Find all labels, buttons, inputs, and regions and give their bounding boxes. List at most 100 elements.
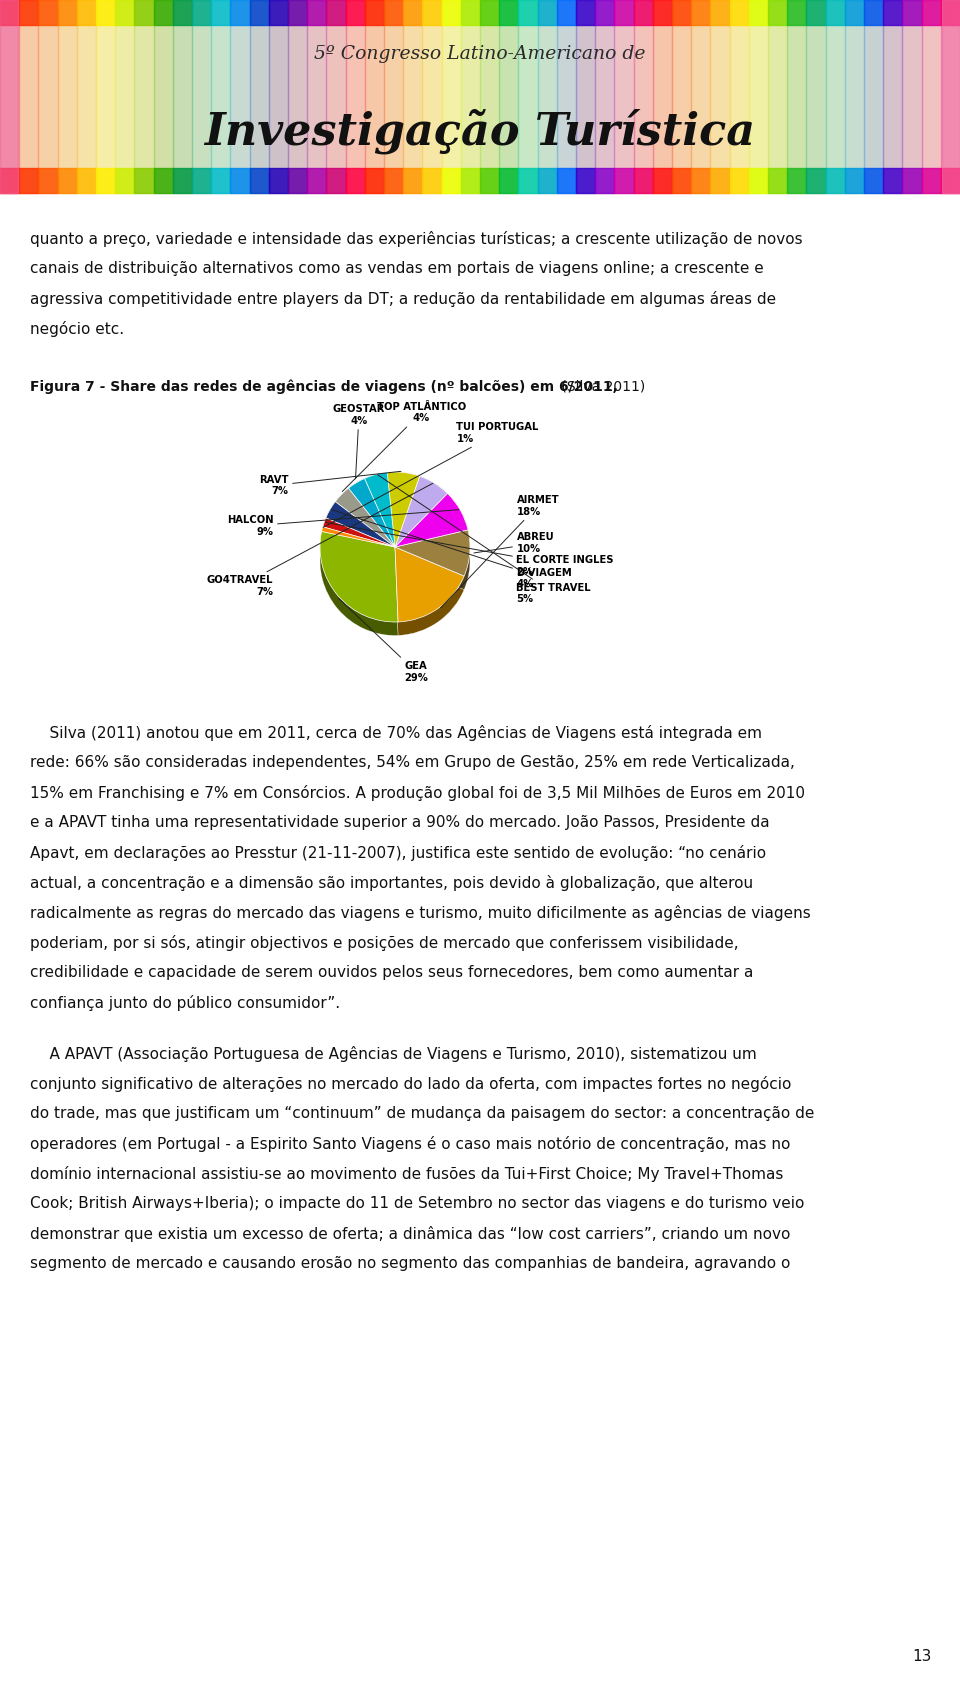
- Text: Cook; British Airways+Iberia); o impacte do 11 de Setembro no sector das viagens: Cook; British Airways+Iberia); o impacte…: [30, 1196, 804, 1211]
- Bar: [422, 168, 442, 193]
- Bar: [77, 0, 96, 193]
- Wedge shape: [335, 501, 395, 560]
- Wedge shape: [395, 481, 447, 552]
- Bar: [0, 0, 18, 193]
- Text: 15% em Franchising e 7% em Consórcios. A produção global foi de 3,5 Mil Milhões : 15% em Franchising e 7% em Consórcios. A…: [30, 785, 805, 801]
- Wedge shape: [395, 533, 470, 580]
- Wedge shape: [395, 495, 468, 548]
- Wedge shape: [395, 505, 468, 558]
- Bar: [653, 0, 672, 25]
- Wedge shape: [320, 542, 398, 632]
- Bar: [518, 0, 538, 193]
- Bar: [192, 0, 211, 193]
- Bar: [480, 0, 499, 193]
- Wedge shape: [348, 491, 395, 560]
- Wedge shape: [395, 498, 468, 552]
- Wedge shape: [320, 535, 398, 626]
- Wedge shape: [395, 479, 447, 550]
- Bar: [922, 168, 941, 193]
- Wedge shape: [320, 532, 398, 622]
- Bar: [346, 0, 365, 25]
- Wedge shape: [395, 530, 470, 575]
- Bar: [883, 168, 902, 193]
- Wedge shape: [387, 479, 420, 555]
- Bar: [250, 0, 269, 25]
- Wedge shape: [387, 473, 420, 547]
- Bar: [269, 0, 288, 193]
- Wedge shape: [323, 521, 395, 550]
- Bar: [518, 0, 538, 25]
- Wedge shape: [322, 533, 395, 553]
- Wedge shape: [322, 533, 395, 553]
- Bar: [941, 0, 960, 193]
- Wedge shape: [325, 505, 395, 550]
- Text: actual, a concentração e a dimensão são importantes, pois devido à globalização,: actual, a concentração e a dimensão são …: [30, 875, 754, 891]
- Bar: [154, 168, 173, 193]
- Wedge shape: [320, 543, 398, 634]
- Bar: [787, 0, 806, 193]
- Text: 13: 13: [912, 1648, 932, 1663]
- Wedge shape: [395, 493, 468, 547]
- Wedge shape: [365, 486, 395, 560]
- Bar: [768, 0, 787, 25]
- Bar: [768, 168, 787, 193]
- Wedge shape: [395, 488, 447, 558]
- Bar: [730, 0, 749, 25]
- Wedge shape: [395, 476, 447, 547]
- Bar: [365, 168, 384, 193]
- Wedge shape: [348, 481, 395, 548]
- Wedge shape: [320, 545, 398, 636]
- Wedge shape: [335, 498, 395, 557]
- Wedge shape: [323, 528, 395, 558]
- Bar: [269, 168, 288, 193]
- Bar: [826, 168, 845, 193]
- Wedge shape: [325, 511, 395, 557]
- Bar: [845, 168, 864, 193]
- Bar: [115, 0, 134, 193]
- Wedge shape: [395, 552, 464, 626]
- Wedge shape: [320, 533, 398, 622]
- Bar: [922, 0, 941, 193]
- Wedge shape: [395, 535, 470, 580]
- Bar: [902, 168, 922, 193]
- Wedge shape: [387, 476, 420, 552]
- Wedge shape: [325, 515, 395, 560]
- Bar: [307, 0, 326, 25]
- Wedge shape: [323, 520, 395, 548]
- Wedge shape: [365, 473, 395, 547]
- Wedge shape: [325, 503, 395, 548]
- Bar: [941, 0, 960, 25]
- Wedge shape: [395, 496, 468, 550]
- Bar: [250, 168, 269, 193]
- Wedge shape: [387, 476, 420, 552]
- Bar: [538, 0, 557, 25]
- Bar: [134, 0, 154, 193]
- Bar: [19, 0, 38, 25]
- Bar: [442, 168, 461, 193]
- Text: quanto a preço, variedade e intensidade das experiências turísticas; a crescente: quanto a preço, variedade e intensidade …: [30, 230, 803, 247]
- Bar: [768, 0, 787, 193]
- Wedge shape: [395, 533, 470, 579]
- Wedge shape: [365, 479, 395, 555]
- Bar: [38, 168, 58, 193]
- Wedge shape: [395, 547, 464, 622]
- Bar: [288, 0, 307, 25]
- Wedge shape: [395, 498, 468, 552]
- Wedge shape: [322, 537, 395, 557]
- Bar: [806, 0, 826, 25]
- Wedge shape: [323, 530, 395, 558]
- Wedge shape: [322, 535, 395, 555]
- Wedge shape: [323, 523, 395, 552]
- Text: Silva (2011) anotou que em 2011, cerca de 70% das Agências de Viagens está integ: Silva (2011) anotou que em 2011, cerca d…: [30, 725, 762, 742]
- Bar: [634, 0, 653, 25]
- Bar: [576, 0, 595, 25]
- Wedge shape: [395, 540, 470, 585]
- Wedge shape: [325, 510, 395, 555]
- Bar: [115, 168, 134, 193]
- Wedge shape: [325, 515, 395, 560]
- Wedge shape: [365, 479, 395, 553]
- Wedge shape: [365, 473, 395, 548]
- Bar: [211, 0, 230, 193]
- Wedge shape: [323, 525, 395, 553]
- Wedge shape: [395, 553, 464, 629]
